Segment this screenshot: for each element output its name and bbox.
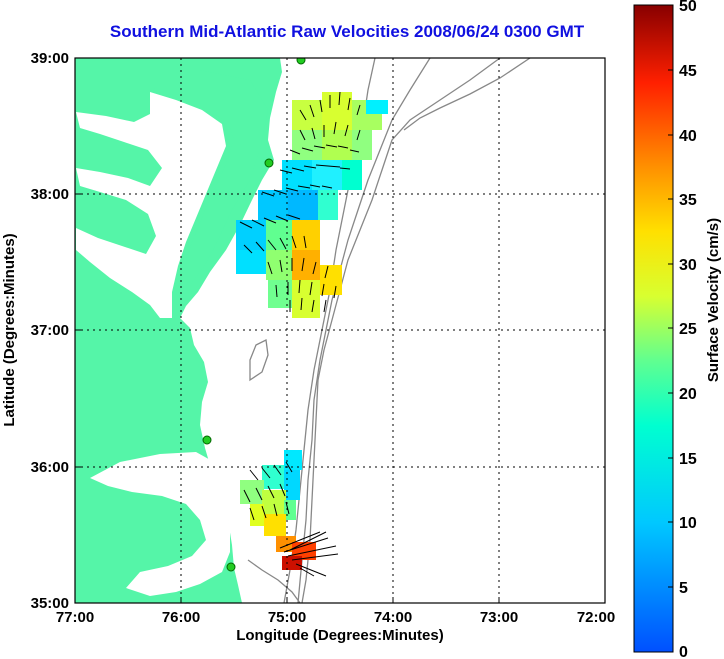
x-axis-title: Longitude (Degrees:Minutes) [236, 627, 444, 644]
y-tick-label: 36:00 [31, 459, 69, 476]
x-tick-label: 73:00 [480, 609, 518, 626]
radar-stations [202, 58, 306, 572]
colorbar-tick-label: 35 [679, 192, 697, 209]
y-tick-label: 38:00 [31, 186, 69, 203]
colorbar [633, 4, 674, 653]
colorbar-tick-label: 45 [679, 63, 697, 80]
grid-lines [75, 58, 605, 603]
x-tick-label: 77:00 [56, 609, 94, 626]
colorbar-tick-label: 10 [679, 515, 697, 532]
station-marker [296, 58, 306, 65]
x-tick-label: 75:00 [268, 609, 306, 626]
x-tick-label: 74:00 [374, 609, 412, 626]
x-tick-label: 72:00 [577, 609, 615, 626]
colorbar-tick-label: 5 [679, 580, 688, 597]
pamlico-sound [90, 452, 230, 596]
station-marker [226, 562, 236, 572]
colorbar-tick-label: 30 [679, 257, 697, 274]
station-marker [202, 435, 212, 445]
colorbar-tick-label: 25 [679, 321, 697, 338]
y-tick-label: 39:00 [31, 50, 69, 67]
y-axis-title: Latitude (Degrees:Minutes) [1, 233, 18, 426]
colorbar-ticks [668, 4, 673, 588]
y-tick-label: 35:00 [31, 595, 69, 612]
colorbar-title: Surface Velocity (cm/s) [705, 218, 722, 382]
y-tick-label: 37:00 [31, 322, 69, 339]
station-marker [264, 158, 274, 168]
tick-marks [74, 57, 606, 604]
colorbar-tick-label: 0 [679, 644, 688, 659]
chesapeake-bay [76, 92, 226, 318]
land-delmarva [150, 70, 268, 300]
colorbar-tick-label: 20 [679, 386, 697, 403]
colorbar-tick-label: 15 [679, 451, 697, 468]
colorbar-tick-label: 40 [679, 128, 697, 145]
x-tick-label: 76:00 [162, 609, 200, 626]
colorbar-tick-label: 50 [679, 0, 697, 15]
velocity-arrows [239, 91, 361, 577]
page-title: Southern Mid-Atlantic Raw Velocities 200… [109, 22, 585, 41]
